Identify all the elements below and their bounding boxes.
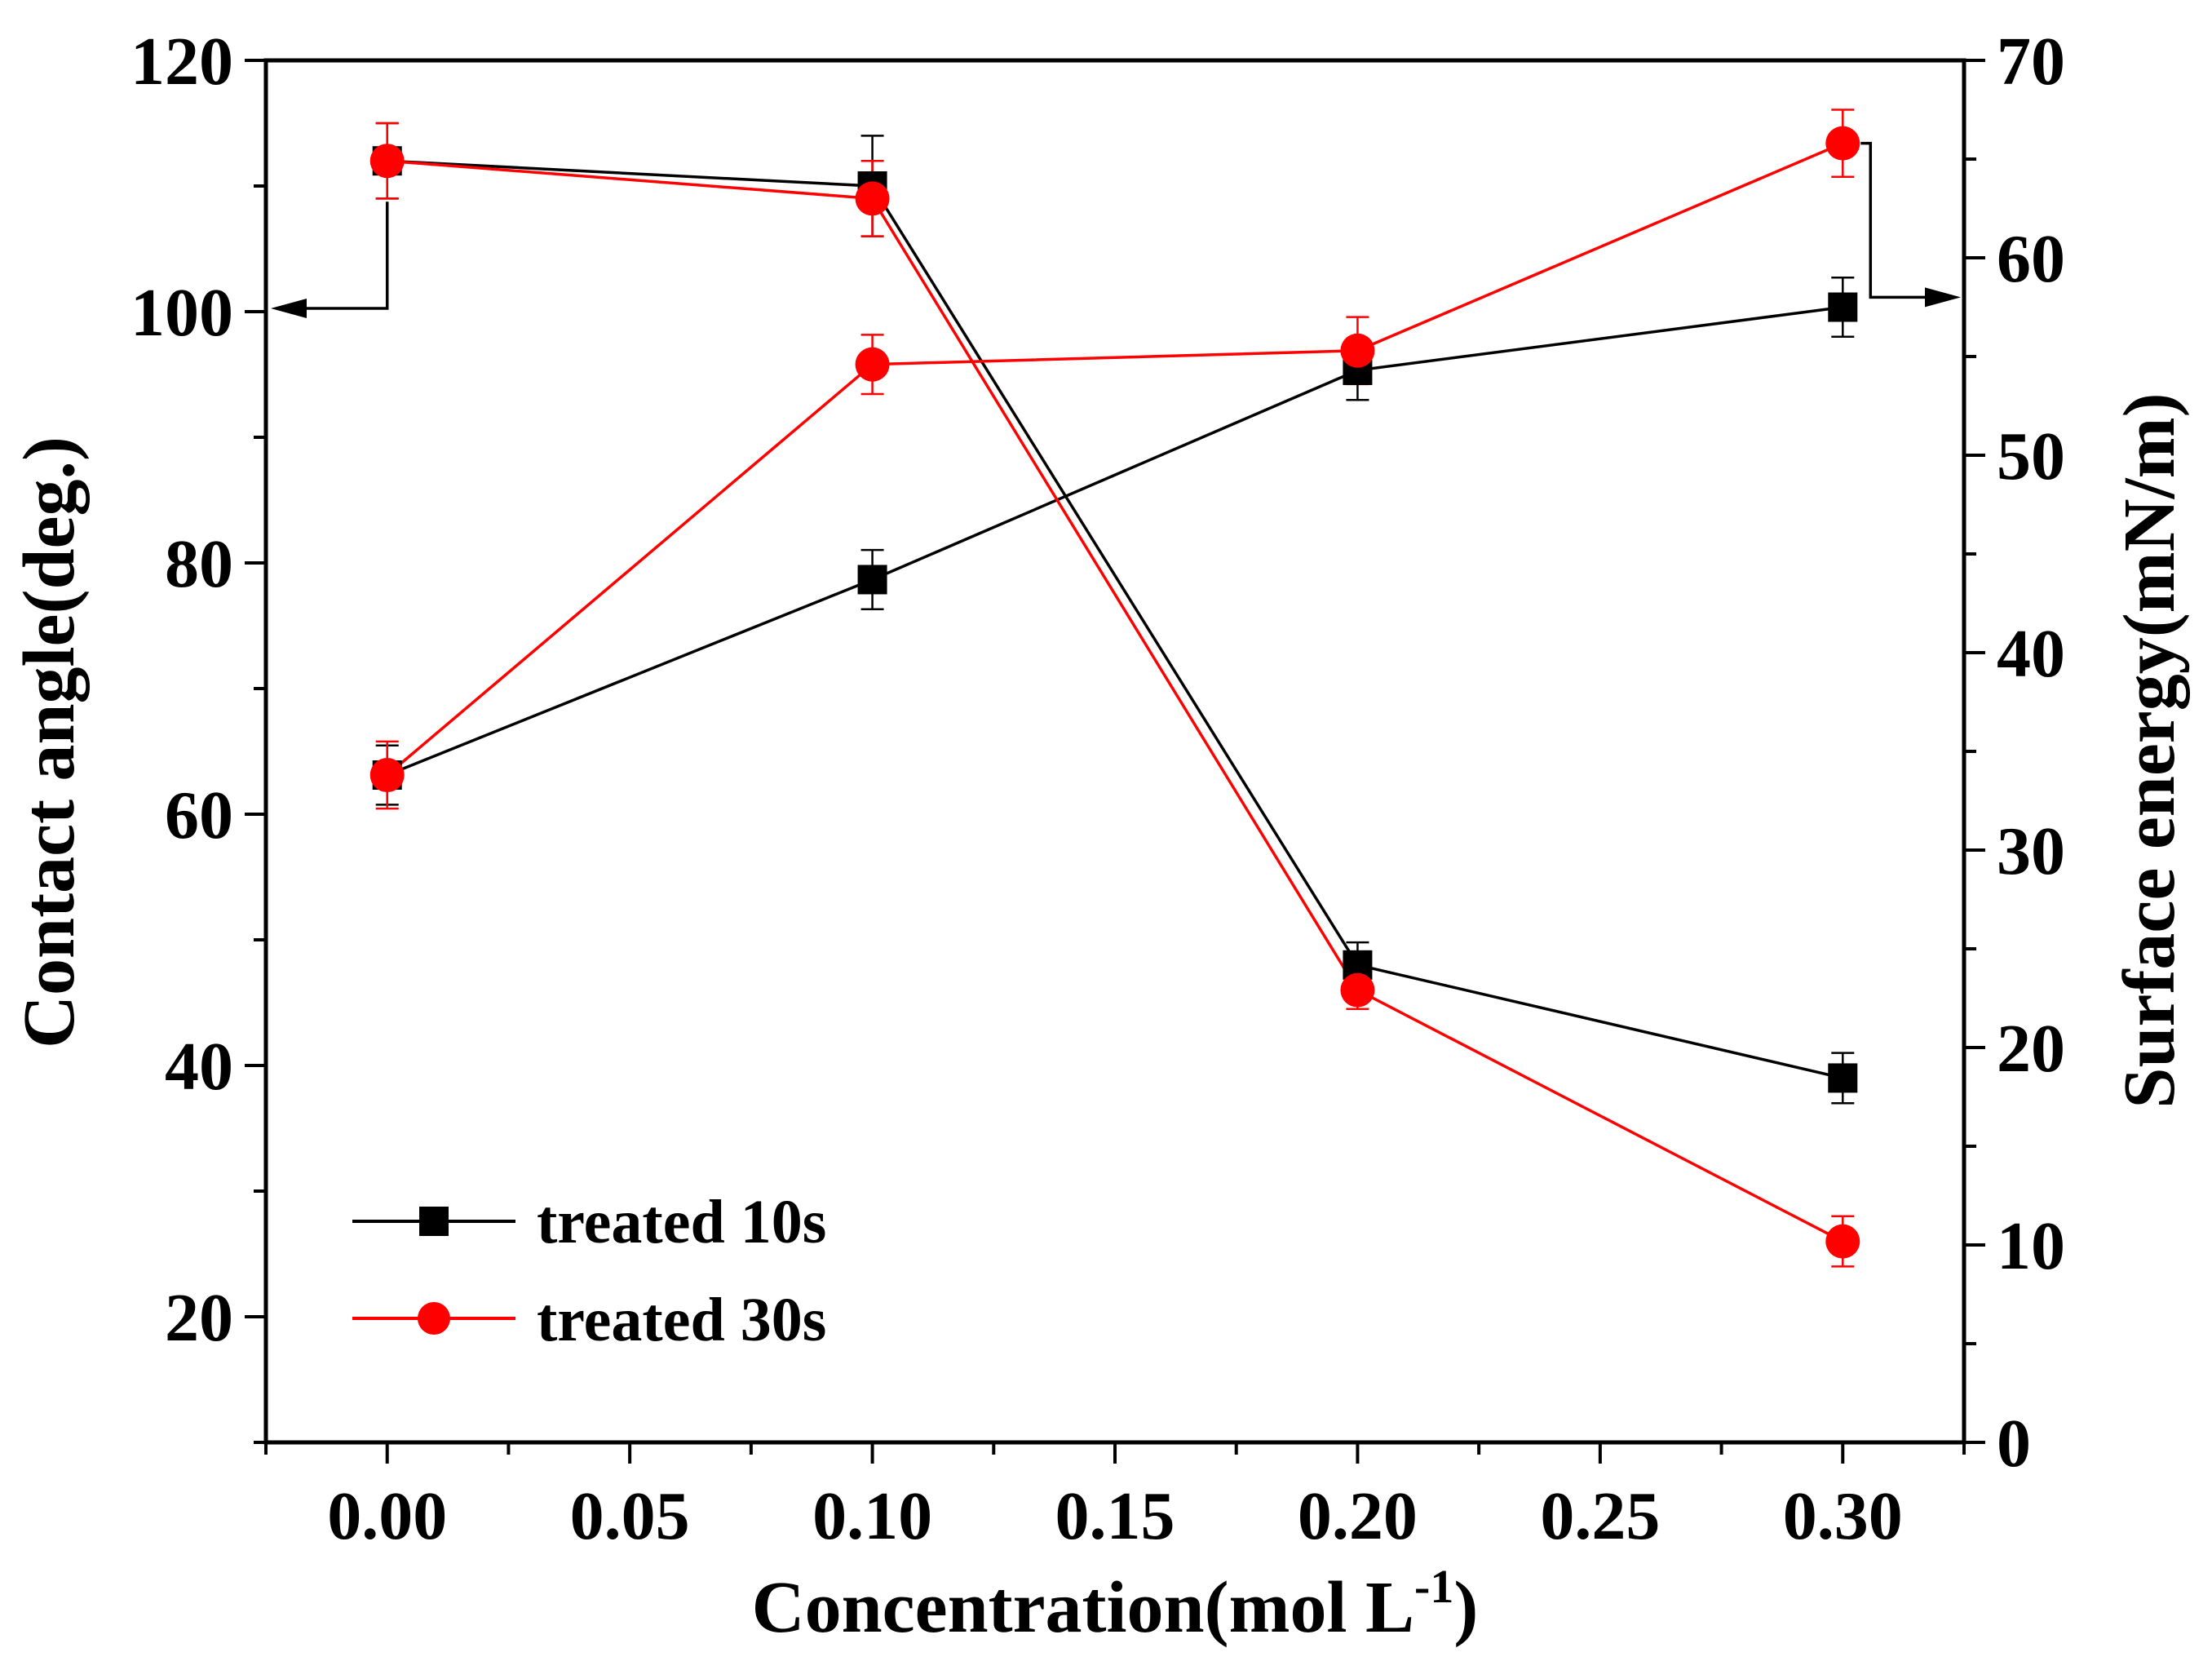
x-axis-title-superscript: -1 [1414,1560,1453,1613]
x-tick-label: 0.15 [1055,1478,1175,1554]
left-axis-arrowhead [271,299,307,318]
y-left-tick-label: 40 [165,1029,233,1105]
right-axis-arrowhead [1925,287,1961,308]
data-point-surface_energy [857,565,887,595]
annotation-layer [271,141,1961,318]
y-right-tick-label: 0 [1997,1406,2031,1482]
data-point-surface_energy [369,758,405,793]
legend-label-treated-10s: treated 10s [537,1188,826,1256]
y-left-tick-label: 80 [165,526,233,602]
data-point-contact_angle [1825,1224,1860,1259]
data-point-surface_energy [855,347,890,382]
data-point-surface_energy [1825,126,1860,161]
y-right-tick-label: 10 [1997,1208,2065,1284]
legend-marker-treated-10s [419,1207,449,1236]
y-right-tick-label: 30 [1997,813,2065,889]
series-line-contact_angle [387,159,1844,1243]
data-point-contact_angle [1828,1063,1858,1093]
left-axis-arrow-line [305,202,389,310]
y-axis-right-title: Surface energy(mN/m) [2109,392,2190,1108]
x-tick-label: 0.20 [1298,1478,1418,1554]
y-axis-left-title: Contact angle(deg.) [9,436,90,1048]
y-left-tick-label: 20 [165,1280,233,1356]
data-point-contact_angle [1340,972,1375,1008]
legend-marker-treated-30s [418,1302,450,1335]
data-point-contact_angle [369,144,405,179]
x-axis-title-main: Concentration(mol L [752,1567,1414,1648]
ticks-layer: 0.00 0.05 0.10 0.15 0.20 0.25 0.30204060801001… [131,24,2065,1554]
plot-frame [263,58,1966,1445]
series-line-contact_angle [387,159,1843,1080]
y-right-tick-label: 70 [1997,24,2065,100]
x-tick-label: 0.25 [1540,1478,1660,1554]
x-tick-label: 0.30 [1783,1478,1903,1554]
x-tick-label: 0.10 [812,1478,932,1554]
series-line-surface_energy [386,142,1843,777]
plot-frame-group [263,58,1966,1445]
right-axis-arrow-line [1860,141,1927,299]
x-axis-title-suffix: ) [1453,1567,1478,1648]
data-point-surface_energy [1340,333,1375,368]
y-right-tick-label: 40 [1997,616,2065,692]
y-left-tick-label: 60 [165,777,233,853]
y-left-tick-label: 120 [131,24,233,100]
y-left-tick-label: 100 [131,275,233,351]
series-line-surface_energy [387,305,1843,777]
legend: treated 10s treated 30s [352,1188,826,1354]
data-point-contact_angle [855,181,890,216]
x-tick-label: 0.05 [570,1478,690,1554]
x-axis-title: Concentration(mol L-1) [752,1560,1479,1648]
y-right-tick-label: 60 [1997,221,2065,297]
y-right-tick-label: 20 [1997,1011,2065,1087]
series-layer [369,109,1860,1268]
data-point-surface_energy [1828,292,1858,322]
y-right-tick-label: 50 [1997,419,2065,494]
legend-label-treated-30s: treated 30s [537,1286,826,1354]
x-tick-label: 0.00 [327,1478,447,1554]
